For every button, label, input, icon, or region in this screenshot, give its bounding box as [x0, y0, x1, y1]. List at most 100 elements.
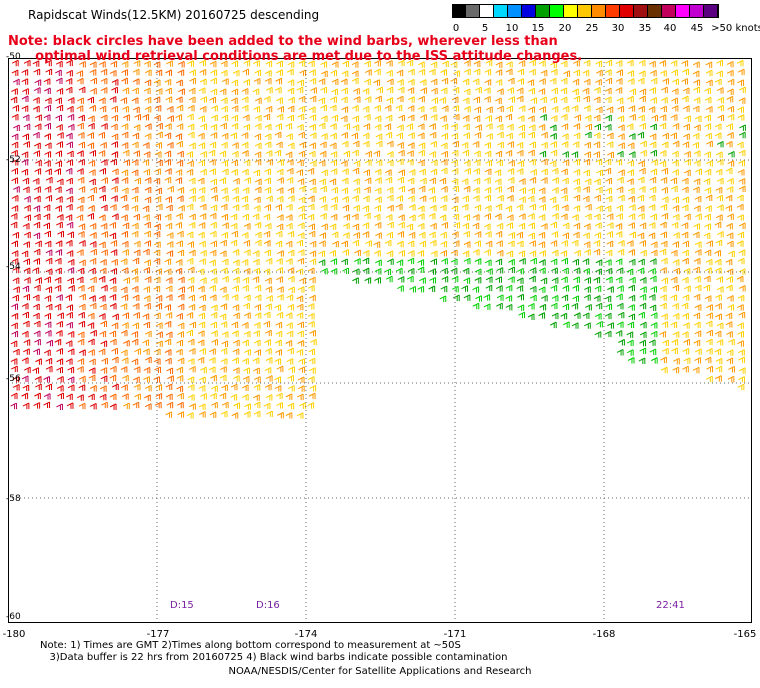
wind-barb	[464, 167, 471, 175]
wind-barb	[606, 240, 614, 248]
wind-barb	[155, 203, 163, 211]
wind-barb	[418, 61, 425, 68]
wind-barb	[517, 160, 525, 167]
wind-barb	[530, 168, 537, 176]
wind-barb	[297, 376, 305, 383]
wind-barb	[484, 205, 492, 212]
wind-barb	[737, 322, 744, 329]
wind-barb	[35, 358, 42, 365]
wind-barb	[376, 86, 383, 94]
wind-barb	[352, 178, 360, 185]
wind-barb	[628, 195, 635, 203]
wind-barb	[276, 195, 284, 203]
wind-barb	[109, 338, 117, 346]
wind-barb	[210, 311, 218, 319]
wind-barb	[538, 241, 546, 248]
wind-barb	[87, 212, 95, 220]
wind-barb	[670, 321, 678, 328]
wind-barb	[693, 257, 701, 265]
wind-barb	[11, 303, 18, 310]
wind-barb	[199, 348, 206, 355]
wind-barb	[143, 376, 150, 383]
wind-barb	[430, 140, 437, 148]
wind-barb	[155, 392, 163, 400]
wind-barb	[627, 187, 635, 194]
wind-barb	[10, 402, 18, 410]
wind-barb	[320, 267, 328, 275]
wind-barb	[737, 114, 745, 121]
wind-barb	[318, 122, 326, 130]
wind-barb	[296, 393, 304, 401]
wind-barb	[263, 268, 271, 275]
wind-barb	[616, 150, 624, 158]
wind-barb	[584, 131, 592, 139]
wind-barb	[660, 366, 668, 374]
wind-barb	[627, 321, 635, 329]
wind-barb	[76, 77, 84, 85]
wind-barb	[219, 250, 227, 257]
wind-barb	[89, 178, 96, 185]
wind-barb	[574, 114, 581, 121]
wind-barb	[419, 79, 427, 86]
wind-barb	[626, 123, 634, 130]
wind-barb	[221, 384, 228, 391]
wind-barb	[649, 304, 657, 311]
wind-barb	[23, 204, 31, 212]
wind-barb	[266, 195, 273, 202]
wind-barb	[219, 392, 227, 400]
wind-barb	[386, 231, 394, 239]
wind-barb	[199, 213, 207, 220]
wind-barb	[694, 275, 701, 283]
wind-barb	[12, 375, 20, 383]
wind-barb	[210, 392, 217, 400]
wind-barb	[373, 213, 381, 221]
wind-barb	[571, 322, 579, 329]
wind-barb	[661, 86, 668, 94]
wind-barb	[88, 393, 95, 401]
wind-barb	[626, 268, 634, 275]
wind-barb	[495, 97, 502, 104]
wind-barb	[188, 249, 196, 257]
wind-barb	[593, 132, 601, 139]
wind-barb	[505, 303, 513, 311]
wind-barb	[496, 123, 504, 131]
wind-barb	[571, 105, 579, 112]
wind-barb	[165, 204, 173, 211]
wind-barb	[472, 249, 480, 256]
wind-barb	[486, 133, 493, 140]
wind-barb	[484, 142, 491, 149]
wind-barb	[705, 79, 713, 86]
wind-barb	[560, 213, 568, 220]
wind-barb	[296, 239, 304, 247]
wind-barb	[230, 239, 238, 247]
wind-barb	[54, 338, 62, 346]
wind-barb	[692, 61, 700, 68]
wind-barb	[572, 78, 580, 86]
wind-barb	[562, 267, 569, 274]
wind-barb	[627, 95, 634, 103]
wind-barb	[560, 77, 568, 85]
wind-barb	[132, 87, 139, 94]
wind-barb	[331, 88, 338, 95]
wind-barb	[309, 69, 316, 76]
wind-barb	[463, 59, 471, 67]
wind-barb	[387, 204, 394, 212]
wind-barb	[706, 304, 713, 311]
wind-barb	[177, 293, 185, 301]
wind-barb	[486, 268, 493, 275]
wind-barb	[187, 60, 195, 67]
wind-barb	[188, 365, 196, 373]
wind-barb	[441, 257, 448, 265]
wind-barb	[309, 329, 316, 337]
wind-barb	[111, 195, 118, 202]
wind-barb	[472, 141, 480, 148]
wind-barb	[417, 105, 425, 113]
wind-barb	[309, 384, 317, 392]
wind-barb	[595, 268, 602, 275]
wind-barb	[670, 60, 678, 67]
wind-barb	[275, 230, 283, 238]
wind-barb	[34, 142, 41, 149]
wind-barb	[650, 286, 658, 293]
wind-barb	[582, 87, 590, 95]
wind-barb	[263, 213, 271, 221]
